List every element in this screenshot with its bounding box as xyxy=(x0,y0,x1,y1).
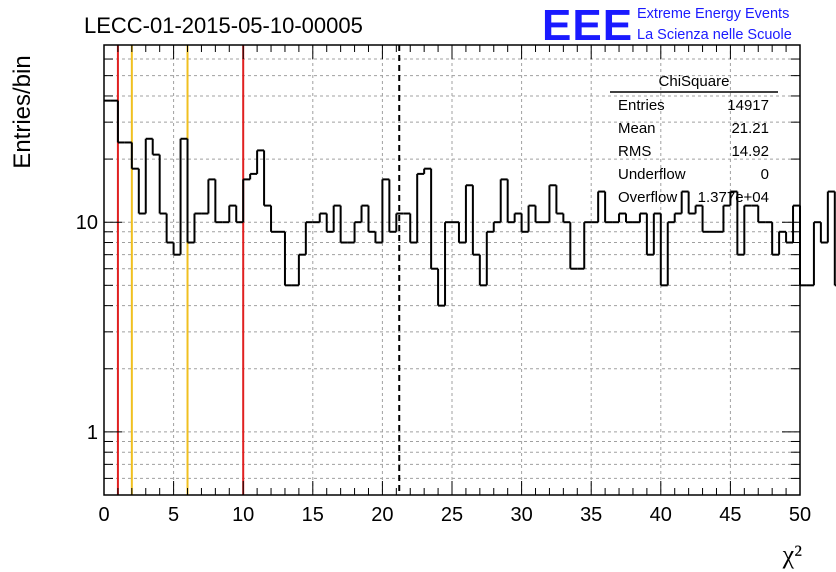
x-axis-label: χ² xyxy=(782,540,803,569)
grid-lines xyxy=(104,45,800,495)
y-axis-label: Entries/bin xyxy=(9,55,36,168)
x-tick-label-7: 35 xyxy=(580,504,602,526)
y-tick-label-1: 10 xyxy=(76,212,98,234)
stats-title: ChiSquare xyxy=(659,73,730,90)
x-tick-label-6: 30 xyxy=(510,504,532,526)
stat-label-rms: RMS xyxy=(618,143,651,160)
x-tick-label-8: 40 xyxy=(650,504,672,526)
stat-value-mean: 21.21 xyxy=(731,120,769,137)
x-tick-label-9: 45 xyxy=(719,504,741,526)
chart-title: LECC-01-2015-05-10-00005 xyxy=(84,13,363,38)
stat-label-entries: Entries xyxy=(618,97,665,114)
stat-value-entries: 14917 xyxy=(727,97,769,114)
stat-value-rms: 14.92 xyxy=(731,143,769,160)
stats-box: ChiSquare Entries 14917 Mean 21.21 RMS 1… xyxy=(610,73,778,206)
y-tick-label-0: 1 xyxy=(87,422,98,444)
eee-logo: EEE Extreme Energy Events La Scienza nel… xyxy=(542,1,792,50)
x-tick-label-1: 5 xyxy=(168,504,179,526)
logo-line-2: La Scienza nelle Scuole xyxy=(637,27,792,43)
stat-label-underflow: Underflow xyxy=(618,166,686,183)
stat-label-mean: Mean xyxy=(618,120,656,137)
x-tick-label-2: 10 xyxy=(232,504,254,526)
stat-value-overflow: 1.377e+04 xyxy=(698,189,769,206)
x-tick-label-5: 25 xyxy=(441,504,463,526)
x-tick-label-10: 50 xyxy=(789,504,811,526)
histogram-series xyxy=(104,99,836,307)
stat-label-overflow: Overflow xyxy=(618,189,677,206)
x-tick-label-4: 20 xyxy=(371,504,393,526)
axes xyxy=(103,44,801,496)
logo-line-1: Extreme Energy Events xyxy=(637,6,789,22)
x-tick-label-0: 0 xyxy=(98,504,109,526)
reference-lines xyxy=(116,45,401,495)
tick-labels: 0 5 10 15 20 25 30 35 40 45 50 1 10 xyxy=(76,212,811,526)
x-tick-label-3: 15 xyxy=(302,504,324,526)
logo-mark: EEE xyxy=(542,1,633,50)
stat-value-underflow: 0 xyxy=(761,166,769,183)
